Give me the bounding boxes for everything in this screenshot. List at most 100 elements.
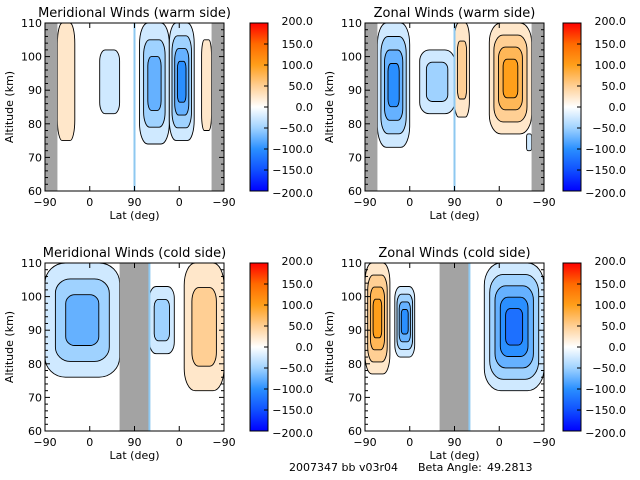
y-tick-label: 90 xyxy=(28,84,42,97)
y-tick-label: 80 xyxy=(348,358,362,371)
y-axis-label: Altitude (km) xyxy=(3,311,16,383)
colorbar-tick-label: −50.0 xyxy=(279,122,313,135)
colorbar: 200.0 150.0 100.0 50.0 0.0 −50.0 −100.0 −150.0 −… xyxy=(562,255,627,440)
contour-fills xyxy=(376,22,533,152)
contour-level xyxy=(372,298,383,339)
y-tick-label: 80 xyxy=(28,118,42,131)
contour-level xyxy=(425,61,449,102)
x-tick-label: 90 xyxy=(448,436,462,449)
contour-fills xyxy=(56,22,212,145)
x-axis-label: Lat (deg) xyxy=(430,209,480,222)
footer-beta-label: Beta Angle: xyxy=(418,461,482,474)
colorbar-tick-label: 150.0 xyxy=(282,278,314,291)
y-tick-label: 110 xyxy=(341,257,362,270)
colorbar-tick-label: −200.0 xyxy=(585,427,626,440)
x-tick-label: −90 xyxy=(33,196,56,209)
masked-region xyxy=(454,263,470,431)
chart-title: Meridional Winds (cold side) xyxy=(43,246,226,261)
contour-level xyxy=(387,63,400,108)
masked-region xyxy=(211,23,224,191)
y-axis-label: Altitude (km) xyxy=(3,71,16,143)
contour-fills xyxy=(44,262,225,392)
masked-region xyxy=(365,23,378,191)
x-tick-label: 90 xyxy=(128,436,142,449)
colorbar-tick-label: 200.0 xyxy=(282,15,314,28)
colorbar-tick-label: 0.0 xyxy=(296,341,314,354)
y-tick-label: 110 xyxy=(21,17,42,30)
colorbar: 200.0 150.0 100.0 50.0 0.0 −50.0 −100.0 −150.0 −… xyxy=(562,15,627,200)
contour-level xyxy=(153,298,170,342)
x-tick-label: −90 xyxy=(212,196,235,209)
x-tick-label: 0 xyxy=(496,196,503,209)
colorbar-tick-label: 0.0 xyxy=(609,101,627,114)
y-tick-label: 90 xyxy=(28,324,42,337)
colorbar: 200.0 150.0 100.0 50.0 0.0 −50.0 −100.0 −150.0 −… xyxy=(249,255,314,440)
colorbar-tick-label: −200.0 xyxy=(272,187,313,200)
x-tick-label: −90 xyxy=(212,436,235,449)
contour-level xyxy=(65,294,100,346)
masked-region xyxy=(134,263,150,431)
masked-region xyxy=(119,263,135,431)
chart-title: Meridional Winds (warm side) xyxy=(38,6,231,21)
colorbar-tick-label: −100.0 xyxy=(272,143,313,156)
colorbar-tick-label: −50.0 xyxy=(279,362,313,375)
masked-region xyxy=(531,23,544,191)
colorbar-tick-label: 50.0 xyxy=(289,320,314,333)
colorbar-tick-label: 200.0 xyxy=(595,15,627,28)
chart-title: Zonal Winds (warm side) xyxy=(374,6,536,21)
contour-level xyxy=(456,40,468,100)
x-tick-label: 90 xyxy=(448,196,462,209)
colorbar-tick-label: 150.0 xyxy=(595,38,627,51)
contour-level xyxy=(502,58,519,99)
y-tick-label: 100 xyxy=(21,51,42,64)
y-tick-label: 60 xyxy=(28,425,42,438)
x-tick-label: 90 xyxy=(128,196,142,209)
footer-beta-value: 49.2813 xyxy=(487,461,533,474)
x-axis-label: Lat (deg) xyxy=(430,449,480,462)
contour-level xyxy=(526,133,533,152)
y-tick-label: 70 xyxy=(348,151,362,164)
y-tick-label: 90 xyxy=(348,84,362,97)
x-tick-label: 0 xyxy=(406,196,413,209)
x-tick-label: −90 xyxy=(532,196,555,209)
colorbar-tick-label: 0.0 xyxy=(609,341,627,354)
colorbar-tick-label: −100.0 xyxy=(585,143,626,156)
x-axis-label: Lat (deg) xyxy=(110,449,160,462)
masked-region xyxy=(439,263,455,431)
y-tick-label: 60 xyxy=(348,425,362,438)
footer-run-id: 2007347 bb v03r04 xyxy=(289,461,398,474)
contour-level xyxy=(99,49,121,115)
x-tick-label: 0 xyxy=(86,196,93,209)
y-axis-label: Altitude (km) xyxy=(323,311,336,383)
colorbar-tick-label: −150.0 xyxy=(272,164,313,177)
colorbar-tick-label: 150.0 xyxy=(595,278,627,291)
x-tick-label: −90 xyxy=(353,196,376,209)
colorbar-tick-label: −100.0 xyxy=(272,383,313,396)
contour-fills xyxy=(364,262,545,392)
colorbar-tick-label: −150.0 xyxy=(585,404,626,417)
x-tick-label: 0 xyxy=(176,196,183,209)
y-tick-label: 90 xyxy=(348,324,362,337)
y-tick-label: 100 xyxy=(341,291,362,304)
colorbar-tick-label: 200.0 xyxy=(595,255,627,268)
colorbar-tick-label: 0.0 xyxy=(296,101,314,114)
y-axis-label: Altitude (km) xyxy=(323,71,336,143)
x-axis-label: Lat (deg) xyxy=(110,209,160,222)
x-tick-label: 0 xyxy=(86,436,93,449)
contour-level xyxy=(400,309,409,335)
x-tick-label: −90 xyxy=(353,436,376,449)
x-tick-label: −90 xyxy=(532,436,555,449)
colorbar-tick-label: 100.0 xyxy=(595,299,627,312)
contour-level xyxy=(191,287,217,367)
contour-level xyxy=(147,56,162,111)
colorbar-tick-label: 150.0 xyxy=(282,38,314,51)
x-tick-label: −90 xyxy=(33,436,56,449)
y-tick-label: 70 xyxy=(28,151,42,164)
colorbar-tick-label: −50.0 xyxy=(592,122,626,135)
masked-region xyxy=(45,23,58,191)
